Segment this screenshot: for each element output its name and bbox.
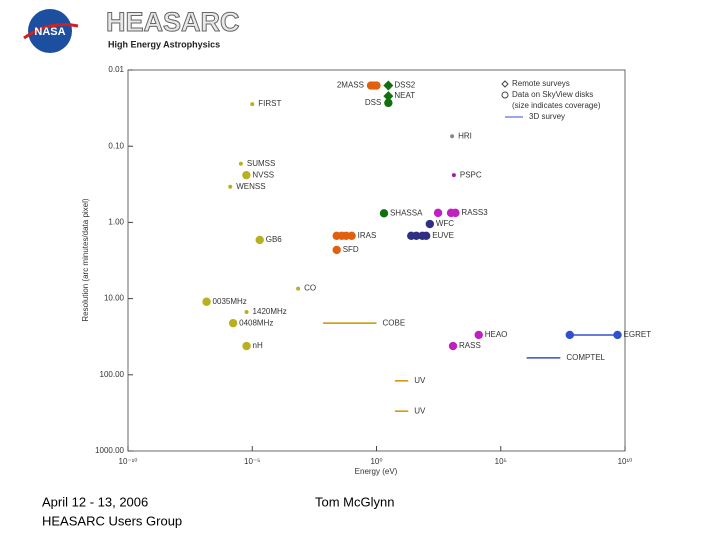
point-label: DSS	[365, 98, 381, 107]
point	[565, 330, 574, 340]
point-label: HEAO	[485, 330, 508, 339]
point	[255, 235, 264, 245]
footer-event: HEASARC Users Group	[42, 513, 182, 528]
point-label: NVSS	[252, 170, 274, 179]
point-label: SFD	[343, 245, 359, 254]
y-tick-label: 0.10	[108, 141, 124, 150]
point	[613, 330, 622, 340]
point	[250, 102, 255, 107]
x-tick-label: 10⁻¹⁰	[119, 457, 138, 466]
point-label: GB6	[266, 235, 283, 244]
point	[379, 209, 389, 218]
point-label: PSPC	[460, 170, 482, 179]
point	[383, 91, 394, 102]
heasarc-title: HEASARC	[106, 7, 240, 37]
subtitle-2: Science Archive Research Center	[108, 49, 252, 59]
point-label: NEAT	[394, 91, 415, 100]
y-tick-label: 0.01	[108, 65, 124, 74]
logo-text: NASA	[34, 26, 65, 38]
legend: Remote surveys Data on SkyView disks (size…	[501, 79, 601, 121]
legend-label: Data on SkyView disks	[512, 90, 593, 99]
point-label: EGRET	[624, 330, 652, 339]
point-label: DSS2	[394, 81, 415, 90]
nasa-logo	[28, 9, 72, 53]
footer-author: Tom McGlynn	[315, 494, 394, 509]
point-label: UV	[414, 406, 426, 415]
footer-date: April 12 - 13, 2006	[42, 494, 148, 509]
point-label: CO	[304, 284, 316, 293]
point-label: UV	[414, 376, 426, 385]
point-label: FIRST	[258, 99, 281, 108]
point	[202, 297, 211, 306]
point	[383, 80, 394, 91]
point-label: WFC	[436, 219, 454, 228]
point-label: COBE	[383, 318, 406, 327]
point	[412, 231, 421, 241]
point	[450, 134, 455, 139]
point	[448, 341, 458, 351]
x-tick-label: 10⁰	[370, 457, 382, 466]
x-tick-label: 10⁵	[495, 457, 507, 466]
point-label: RASS3	[461, 208, 488, 217]
point-label: 0035MHz	[213, 297, 247, 306]
point	[451, 208, 460, 218]
y-tick-label: 100.00	[100, 370, 125, 379]
point-label: WENSS	[236, 182, 265, 191]
logo-swoosh	[23, 23, 79, 40]
legend-marker	[501, 80, 509, 88]
point-label: 2MASS	[337, 81, 364, 90]
y-tick-label: 1000.00	[95, 446, 124, 455]
point	[433, 208, 443, 218]
point	[242, 341, 251, 351]
point-label: HRI	[458, 131, 472, 140]
point	[425, 219, 435, 229]
point-label: 1420MHz	[253, 307, 287, 316]
point	[372, 81, 381, 90]
legend-marker	[501, 91, 509, 99]
subtitle: High Energy Astrophysics	[108, 39, 220, 49]
legend-label: Remote surveys	[512, 79, 570, 88]
y-tick-label: 10.00	[104, 294, 125, 303]
x-tick-label: 10¹⁰	[618, 457, 633, 466]
point-label: 0408MHz	[239, 318, 273, 327]
point	[228, 184, 233, 189]
y-tick-label: 1.00	[108, 218, 124, 227]
point	[296, 286, 301, 291]
point	[474, 330, 483, 340]
point	[451, 173, 456, 178]
y-axis-label: Resolution (arc minutes/data pixel)	[81, 198, 90, 322]
x-axis-label: Energy (eV)	[355, 467, 398, 476]
x-tick-label: 10⁻⁵	[244, 457, 260, 466]
point-label: nH	[253, 341, 263, 350]
point	[384, 98, 393, 108]
point	[332, 245, 341, 255]
point	[238, 161, 243, 166]
point	[228, 318, 238, 328]
point	[242, 170, 251, 180]
point-label: COMPTEL	[566, 353, 605, 362]
point	[347, 231, 356, 241]
point-label: RASS	[459, 341, 481, 350]
point-label: SHASSA	[390, 208, 423, 217]
point	[244, 310, 249, 315]
point	[422, 231, 431, 241]
legend-label: 3D survey	[529, 112, 565, 121]
plot-frame	[127, 69, 626, 452]
legend-label: (size indicates coverage)	[512, 101, 601, 110]
point-label: IRAS	[358, 231, 377, 240]
point-label: SUMSS	[247, 159, 275, 168]
point-label: EUVE	[432, 231, 454, 240]
